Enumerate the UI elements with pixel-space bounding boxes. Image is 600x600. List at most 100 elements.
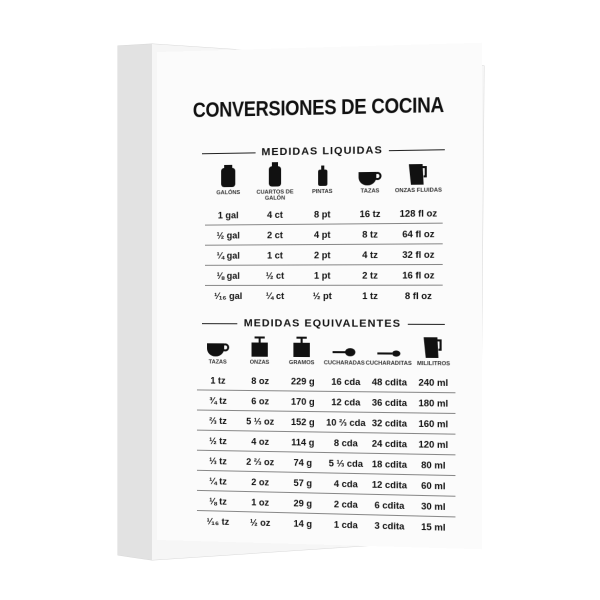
liquidas-table: 1 gal 4 ct 8 pt 16 tz 128 fl oz ½ gal 2 ct 4 pt…	[205, 203, 443, 306]
table-cell: 32 cdita	[367, 412, 412, 434]
table-cell: 1 tz	[346, 285, 395, 306]
table-cell: 1 oz	[238, 491, 282, 513]
table-cell: 12 cdita	[367, 473, 412, 496]
column-header: GRAMOS	[281, 333, 323, 367]
table-cell: 160 ml	[411, 412, 456, 435]
table-cell: 12 cda	[324, 391, 368, 413]
table-cell: 8 fl oz	[394, 285, 443, 306]
table-cell: 8 cda	[324, 432, 368, 454]
column-header: CUARTOS DE GALÓN	[252, 162, 299, 202]
measuring-pitcher-icon	[424, 333, 443, 358]
table-row: 1 gal 4 ct 8 pt 16 tz 128 fl oz	[205, 203, 443, 225]
teaspoon-icon	[377, 333, 401, 358]
equivalentes-header-icons: TAZAS ONZAS GRAMOS CUCHARADAS CUCHARADITAS MI…	[197, 332, 455, 367]
table-cell: 2 pt	[298, 244, 347, 265]
table-cell: 1 pt	[298, 264, 347, 286]
table-cell: 2 oz	[238, 471, 282, 493]
cup-icon	[206, 332, 229, 357]
poster-title: CONVERSIONES DE COCINA	[192, 93, 444, 123]
heading-text: MEDIDAS EQUIVALENTES	[243, 317, 402, 330]
equivalentes-table: 1 tz 8 oz 229 g 16 cda 48 cdita 240 ml ¾ tz 6 o…	[196, 370, 456, 538]
table-cell: ¼ gal	[205, 244, 252, 266]
column-label: ONZAS	[249, 359, 270, 366]
table-cell: 4 pt	[298, 223, 347, 245]
table-cell: 74 g	[281, 451, 325, 473]
table-cell: ½ gal	[205, 224, 252, 246]
table-cell: 229 g	[290, 375, 315, 387]
column-label: TAZAS	[208, 359, 227, 366]
table-cell: ½ tz	[196, 430, 239, 451]
table-cell: 32 fl oz	[394, 243, 443, 265]
table-cell: 80 ml	[411, 454, 456, 476]
cup-icon	[358, 161, 382, 186]
column-header: ONZAS	[239, 332, 281, 366]
table-cell: 5 ⅓ oz	[238, 410, 282, 432]
section-heading-liquidas: MEDIDAS LIQUIDAS	[201, 143, 445, 159]
column-header: CUCHARADITAS	[366, 333, 412, 367]
table-row: ¼ gal 1 ct 2 pt 4 tz 32 fl oz	[205, 243, 443, 266]
column-header: GALÓNS	[205, 163, 252, 203]
table-cell: 18 cdita	[367, 453, 412, 475]
table-cell: 170 g	[281, 390, 325, 412]
column-header: PINTAS	[299, 161, 347, 201]
column-label: PINTAS	[312, 188, 333, 196]
table-cell: ¹⁄₁₆ tz	[196, 510, 239, 532]
table-cell: 16 fl oz	[394, 264, 443, 286]
table-cell: 8 tz	[346, 223, 395, 245]
table-cell: 180 ml	[411, 392, 456, 414]
table-cell: 1 ct	[251, 244, 299, 266]
table-row: ¹⁄₁₆ gal ¼ ct ½ pt 1 tz 8 fl oz	[205, 285, 443, 306]
table-cell: ¾ tz	[196, 389, 239, 411]
table-cell: 3 cdita	[367, 514, 412, 536]
table-cell: 240 ml	[418, 376, 449, 388]
table-cell: 29 g	[281, 492, 325, 514]
table-cell: ⅓ tz	[196, 450, 239, 472]
table-cell: 15 ml	[411, 515, 456, 538]
column-label: ONZAS FLUIDAS	[394, 187, 442, 195]
table-cell: 16 tz	[359, 208, 381, 219]
table-cell: ½ ct	[251, 264, 299, 286]
table-cell: 2 cda	[324, 493, 368, 515]
section-heading-equivalentes: MEDIDAS EQUIVALENTES	[201, 317, 445, 330]
table-cell: ⅛ gal	[205, 265, 252, 286]
column-header: MILILITROS	[412, 333, 456, 367]
table-cell: ¼ ct	[251, 285, 299, 306]
scale-icon	[251, 332, 268, 357]
table-cell: 14 g	[281, 512, 325, 534]
poster: CONVERSIONES DE COCINA MEDIDAS LIQUIDAS …	[157, 42, 483, 550]
table-cell: 4 tz	[346, 244, 395, 265]
column-header: CUCHARADAS	[323, 333, 366, 367]
jug-icon	[220, 163, 236, 188]
table-cell: ¹⁄₁₆ gal	[205, 285, 252, 306]
table-cell: 120 ml	[411, 433, 456, 455]
table-cell: 128 fl oz	[399, 207, 438, 219]
table-cell: ½ oz	[238, 511, 282, 533]
measuring-pitcher-icon	[408, 160, 428, 185]
table-cell: 1 cda	[324, 513, 368, 535]
table-cell: 2 tz	[346, 264, 395, 286]
column-label: TAZAS	[360, 188, 380, 195]
table-cell: 24 cdita	[367, 432, 412, 455]
table-cell: ⅛ tz	[196, 490, 239, 512]
table-cell: 114 g	[281, 431, 325, 453]
liquidas-header-icons: GALÓNS CUARTOS DE GALÓN PINTAS TAZAS ONZAS F…	[205, 160, 443, 203]
column-header: ONZAS FLUIDAS	[394, 160, 443, 201]
table-cell: 48 cdita	[371, 376, 407, 388]
column-label: CUCHARADAS	[323, 360, 365, 367]
column-header: TAZAS	[197, 332, 239, 366]
table-cell: 16 cda	[331, 376, 361, 387]
table-cell: ½ pt	[298, 285, 347, 306]
table-cell: ¼ tz	[196, 470, 239, 492]
table-cell: 36 cdita	[367, 391, 412, 413]
scale-icon	[293, 333, 310, 358]
column-label: CUCHARADITAS	[365, 360, 412, 368]
column-header: TAZAS	[346, 160, 394, 201]
table-cell: 1 tz	[210, 374, 226, 386]
table-cell: 5 ⅓ cda	[324, 452, 368, 474]
tablespoon-icon	[332, 333, 356, 358]
bottle-icon	[268, 162, 282, 187]
table-cell: 6 oz	[238, 390, 282, 412]
table-cell: ⅔ tz	[196, 410, 239, 431]
table-cell: 6 cdita	[367, 494, 412, 516]
table-cell: 64 fl oz	[394, 223, 443, 245]
